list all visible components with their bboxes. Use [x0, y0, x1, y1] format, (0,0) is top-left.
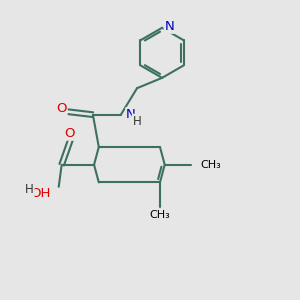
Text: O: O: [64, 127, 74, 140]
Text: O: O: [56, 102, 67, 115]
Text: CH₃: CH₃: [150, 210, 170, 220]
Text: CH₃: CH₃: [201, 160, 221, 170]
Text: OH: OH: [30, 187, 50, 200]
Text: N: N: [165, 20, 174, 33]
Text: N: N: [126, 108, 136, 121]
Text: H: H: [133, 115, 141, 128]
Text: H: H: [25, 183, 34, 196]
